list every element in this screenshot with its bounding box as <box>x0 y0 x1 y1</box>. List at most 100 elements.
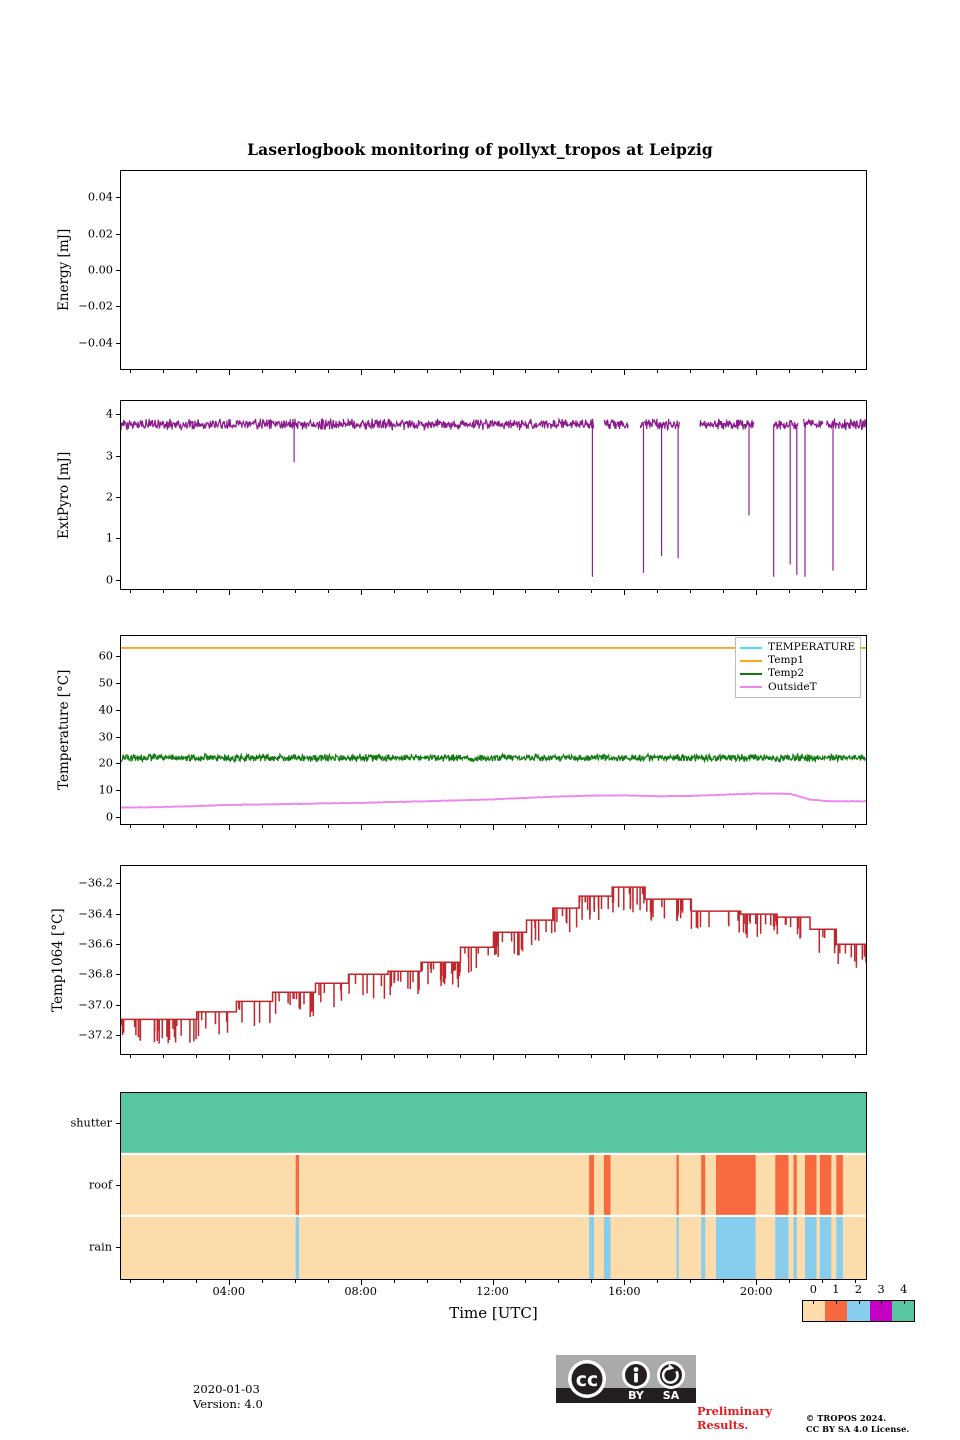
xtick-mark <box>558 825 560 828</box>
xtick-mark <box>690 590 692 593</box>
xtick-mark <box>624 1055 626 1060</box>
status-panel <box>120 1092 867 1280</box>
status-rain-event <box>775 1217 789 1279</box>
status-roof-event <box>819 1155 832 1215</box>
xtick-mark <box>723 825 725 828</box>
xtick-mark <box>261 590 263 593</box>
status-roof-event <box>805 1155 817 1215</box>
cc-by-label: BY <box>628 1389 645 1402</box>
xtick-mark <box>195 370 197 373</box>
xtick-mark <box>492 590 494 595</box>
temp1064-plot-area <box>121 886 866 1044</box>
colorbar-tick-label: 4 <box>900 1283 908 1296</box>
ytick-mark <box>115 497 120 499</box>
temperature-legend: TEMPERATURE Temp1 Temp2 OutsideT <box>735 637 862 698</box>
status-rain-event <box>701 1217 706 1279</box>
xtick-label: 16:00 <box>608 1285 641 1298</box>
xtick-mark <box>360 590 362 595</box>
xtick-mark <box>690 825 692 828</box>
xtick-mark <box>195 1055 197 1058</box>
xtick-mark <box>228 370 230 375</box>
status-row-label-rain: rain <box>88 1240 112 1254</box>
status-roof-event <box>603 1155 611 1215</box>
xtick-mark <box>690 1055 692 1058</box>
xtick-mark <box>294 590 296 593</box>
footer-version: Version: 4.0 <box>193 1397 263 1411</box>
copyright-note: © TROPOS 2024. CC BY SA 4.0 License. <box>806 1413 909 1434</box>
ytick-label: 60 <box>98 649 113 663</box>
xtick-mark <box>261 370 263 373</box>
xtick-mark <box>195 825 197 828</box>
xtick-mark <box>624 370 626 375</box>
legend-item: OutsideT <box>740 681 855 694</box>
status-roof-event <box>701 1155 706 1215</box>
ytick-label: −36.2 <box>78 876 113 890</box>
xtick-mark <box>822 370 824 373</box>
xtick-mark <box>294 1055 296 1058</box>
cc-sa-label: SA <box>663 1389 680 1402</box>
status-rain-event <box>295 1217 299 1279</box>
xtick-mark <box>789 1280 791 1283</box>
xtick-mark <box>294 370 296 373</box>
xtick-mark <box>657 590 659 593</box>
xtick-mark <box>393 1055 395 1058</box>
colorbar-segment-0 <box>803 1301 826 1321</box>
ytick-label: 20 <box>98 756 113 770</box>
xtick-label: 04:00 <box>212 1285 246 1298</box>
outsidet-trace <box>121 792 866 809</box>
xtick-mark <box>624 1280 626 1285</box>
xtick-mark <box>756 370 758 375</box>
ytick-label: −37.0 <box>78 998 113 1012</box>
ytick-mark <box>115 455 120 457</box>
xtick-mark <box>228 825 230 830</box>
xtick-mark <box>855 1280 857 1283</box>
colorbar-segment-1 <box>825 1301 848 1321</box>
xtick-mark <box>855 825 857 828</box>
ytick-label: 1 <box>105 531 113 545</box>
xtick-mark <box>558 590 560 593</box>
colorbar-tick-mark <box>835 1300 837 1304</box>
xtick-mark <box>558 1055 560 1058</box>
xtick-mark <box>426 825 428 828</box>
xtick-mark <box>492 1280 494 1285</box>
energy-panel <box>120 170 867 370</box>
xtick-mark <box>459 825 461 828</box>
colorbar-tick-group: 0 1 2 3 4 <box>802 1283 915 1297</box>
ytick-mark <box>115 974 120 976</box>
ytick-mark <box>115 656 120 658</box>
xtick-mark <box>591 370 593 373</box>
ytick-mark <box>115 763 120 765</box>
legend-label: TEMPERATURE <box>768 641 856 653</box>
xtick-mark <box>492 825 494 830</box>
xtick-mark <box>855 590 857 593</box>
xtick-mark <box>525 825 527 828</box>
status-roof-event <box>589 1155 594 1215</box>
xtick-mark <box>327 590 329 593</box>
creative-commons-badge: cc BY SA <box>556 1355 696 1403</box>
xtick-mark <box>162 1280 164 1283</box>
xtick-mark <box>228 590 230 595</box>
colorbar-tick-label: 1 <box>832 1283 840 1296</box>
xtick-mark <box>162 590 164 593</box>
legend-label: Temp1 <box>768 654 805 667</box>
colorbar-segment-3 <box>869 1301 892 1321</box>
xtick-mark <box>360 1280 362 1285</box>
xtick-mark <box>756 825 758 830</box>
status-row-tick <box>115 1123 120 1124</box>
colorbar-tick-label: 0 <box>809 1283 817 1296</box>
xtick-mark <box>129 370 131 373</box>
legend-item: Temp1 <box>740 654 855 667</box>
xtick-mark <box>195 1280 197 1283</box>
xtick-mark <box>822 1055 824 1058</box>
status-roof-event <box>836 1155 843 1215</box>
xtick-mark <box>459 370 461 373</box>
ytick-mark <box>115 816 120 818</box>
xtick-mark <box>657 370 659 373</box>
xtick-mark <box>525 1280 527 1283</box>
xtick-mark <box>129 590 131 593</box>
ytick-label: 0.02 <box>87 227 113 241</box>
xtick-mark <box>723 590 725 593</box>
ytick-label: 40 <box>98 703 113 717</box>
ytick-mark <box>115 342 120 344</box>
xtick-mark <box>624 590 626 595</box>
